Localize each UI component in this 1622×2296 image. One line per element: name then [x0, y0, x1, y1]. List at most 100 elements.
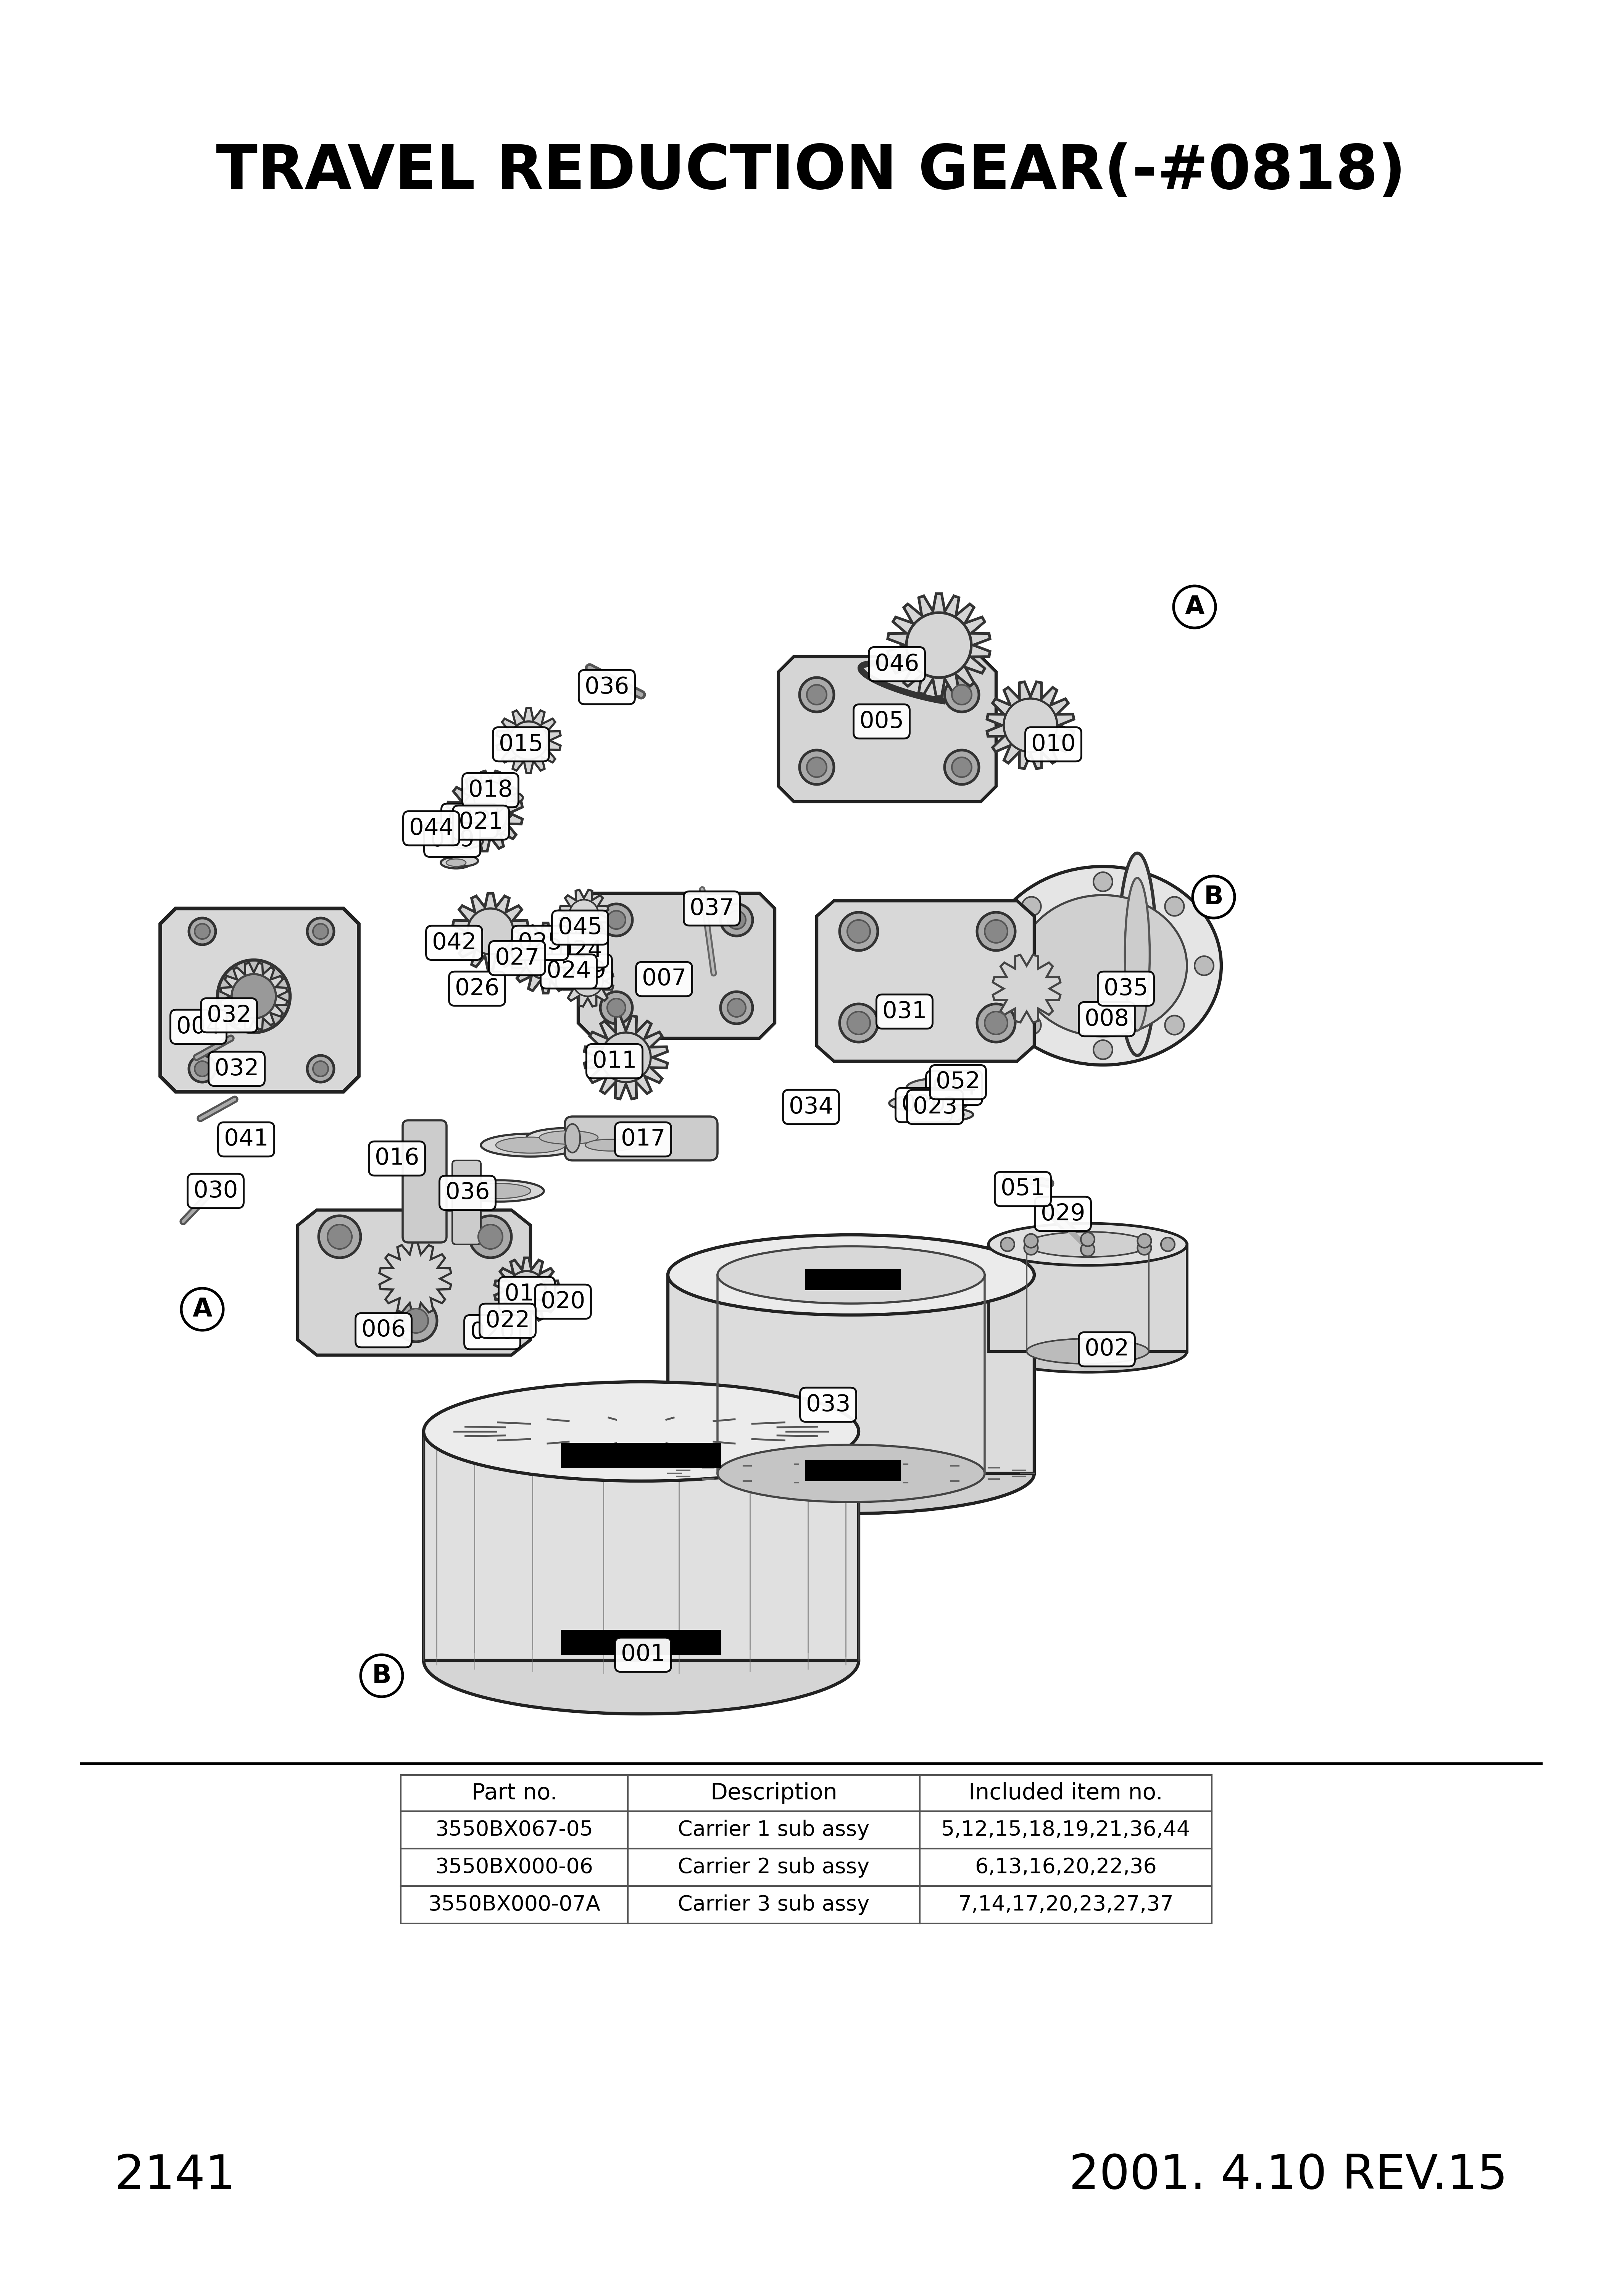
Circle shape [1194, 955, 1213, 976]
Text: 037: 037 [689, 898, 735, 921]
Ellipse shape [918, 1109, 963, 1120]
Bar [401, 1812, 628, 1848]
Circle shape [607, 999, 626, 1017]
Ellipse shape [496, 1137, 564, 1153]
Circle shape [847, 921, 869, 944]
Ellipse shape [423, 1382, 858, 1481]
Ellipse shape [586, 1139, 636, 1150]
Text: 012: 012 [448, 810, 491, 831]
Text: 034: 034 [788, 1095, 834, 1118]
Text: 5,12,15,18,19,21,36,44: 5,12,15,18,19,21,36,44 [941, 1821, 1191, 1839]
Ellipse shape [668, 1433, 1035, 1513]
Circle shape [806, 758, 827, 776]
Circle shape [952, 758, 972, 776]
Circle shape [1023, 1233, 1038, 1247]
Bar [920, 1812, 1212, 1848]
Circle shape [1022, 898, 1041, 916]
Text: 013: 013 [504, 1283, 548, 1304]
Text: 031: 031 [882, 1001, 926, 1022]
Bar [401, 1775, 628, 1812]
Polygon shape [496, 707, 561, 774]
Text: 025: 025 [517, 932, 563, 955]
FancyBboxPatch shape [564, 1116, 717, 1159]
Ellipse shape [900, 1097, 954, 1109]
Ellipse shape [480, 1134, 581, 1157]
Text: 2141: 2141 [115, 2154, 235, 2200]
Circle shape [907, 613, 972, 677]
Text: Carrier 1 sub assy: Carrier 1 sub assy [678, 1821, 869, 1839]
Circle shape [182, 1288, 224, 1329]
Circle shape [1001, 1238, 1014, 1251]
Ellipse shape [469, 1182, 530, 1199]
Text: 020: 020 [540, 1290, 586, 1313]
Text: 3550BX000-06: 3550BX000-06 [435, 1857, 594, 1878]
Ellipse shape [1019, 895, 1187, 1035]
Circle shape [188, 918, 216, 944]
Polygon shape [817, 900, 1035, 1061]
Text: 007: 007 [642, 969, 686, 990]
Text: 032: 032 [206, 1003, 251, 1026]
Text: 022: 022 [485, 1309, 530, 1332]
Bar [423, 1430, 858, 1660]
Circle shape [396, 1300, 436, 1341]
Ellipse shape [985, 866, 1221, 1065]
Text: 042: 042 [431, 932, 477, 955]
FancyBboxPatch shape [453, 1159, 480, 1244]
Circle shape [313, 1061, 328, 1077]
Ellipse shape [908, 1107, 973, 1120]
Ellipse shape [915, 1104, 963, 1125]
Text: 030: 030 [193, 1180, 238, 1203]
Circle shape [1080, 1233, 1095, 1247]
Circle shape [1093, 872, 1113, 891]
Bar [628, 1775, 920, 1812]
Circle shape [469, 1217, 511, 1258]
Circle shape [1022, 1015, 1041, 1035]
Text: Part no.: Part no. [472, 1782, 556, 1805]
Ellipse shape [539, 1132, 599, 1143]
Text: 029: 029 [1041, 1203, 1085, 1226]
Text: 045: 045 [558, 916, 602, 939]
Ellipse shape [449, 856, 478, 866]
Bar [920, 1848, 1212, 1885]
Circle shape [307, 1056, 334, 1081]
Bar [920, 1775, 1212, 1812]
Text: 3550BX067-05: 3550BX067-05 [435, 1821, 594, 1839]
Text: 2001. 4.10 REV.15: 2001. 4.10 REV.15 [1069, 2154, 1507, 2200]
Ellipse shape [423, 1607, 858, 1713]
Circle shape [985, 1013, 1007, 1035]
Ellipse shape [889, 1095, 965, 1111]
Text: Carrier 2 sub assy: Carrier 2 sub assy [678, 1857, 869, 1878]
Ellipse shape [527, 1127, 610, 1148]
Circle shape [1161, 1238, 1174, 1251]
Circle shape [840, 1003, 878, 1042]
Text: Description: Description [710, 1782, 837, 1805]
Text: 046: 046 [874, 652, 920, 675]
Ellipse shape [668, 1235, 1035, 1316]
Circle shape [800, 677, 834, 712]
Circle shape [1192, 877, 1234, 918]
Text: A: A [193, 1297, 212, 1322]
Text: 051: 051 [1001, 1178, 1045, 1201]
Text: 7,14,17,20,23,27,37: 7,14,17,20,23,27,37 [959, 1894, 1174, 1915]
Text: 020: 020 [902, 1093, 946, 1116]
Circle shape [600, 905, 633, 937]
Circle shape [1137, 1233, 1152, 1247]
Circle shape [847, 1013, 869, 1035]
Circle shape [1165, 898, 1184, 916]
Text: 036: 036 [446, 1182, 490, 1203]
Text: 021: 021 [459, 810, 503, 833]
Ellipse shape [456, 1180, 543, 1201]
Circle shape [1137, 1242, 1152, 1256]
Circle shape [944, 677, 980, 712]
Text: 014: 014 [933, 1077, 976, 1100]
Ellipse shape [491, 794, 516, 801]
Circle shape [1023, 1242, 1038, 1256]
Circle shape [720, 992, 753, 1024]
Ellipse shape [934, 1100, 959, 1109]
Circle shape [526, 937, 566, 978]
Bar [628, 1812, 920, 1848]
Text: 044: 044 [409, 817, 454, 840]
Bar [805, 1270, 900, 1290]
Text: 002: 002 [1085, 1339, 1129, 1362]
Circle shape [569, 900, 599, 928]
